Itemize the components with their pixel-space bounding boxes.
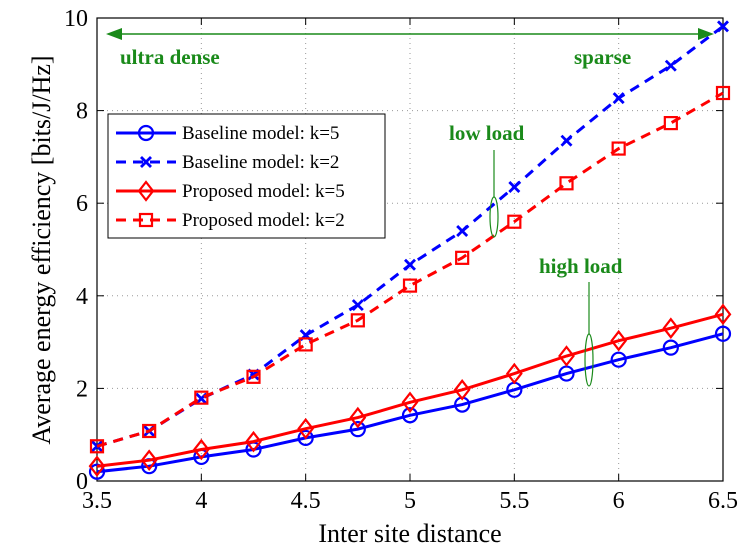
y-tick-label: 6 — [76, 191, 88, 217]
x-tick-label: 5 — [404, 488, 416, 514]
legend-box — [107, 113, 386, 239]
data-point — [715, 85, 731, 101]
y-tick-label: 2 — [76, 376, 88, 402]
data-point — [297, 429, 314, 447]
data-point — [88, 455, 106, 477]
range-arrow-right-head — [698, 28, 714, 40]
data-point — [194, 390, 209, 405]
legend: Baseline model: k=5 Baseline model: k=2 Pr… — [107, 113, 386, 239]
data-point — [610, 351, 627, 368]
data-point — [558, 345, 575, 367]
series-4 — [89, 85, 731, 454]
annotation-high-load: high load — [539, 254, 623, 278]
y-tick-label: 0 — [76, 469, 88, 495]
data-point — [505, 362, 523, 385]
series-3 — [88, 303, 732, 477]
annotation-sparse: sparse — [574, 45, 631, 69]
annotation-low-load: low load — [449, 121, 525, 145]
data-point — [298, 337, 313, 352]
series-layer — [88, 20, 732, 480]
data-point — [717, 20, 729, 33]
x-tick-label: 6.5 — [708, 488, 738, 514]
y-tick-label: 8 — [76, 99, 88, 125]
series-line — [96, 91, 724, 448]
data-point — [402, 278, 418, 293]
data-point — [349, 421, 366, 438]
data-point — [662, 317, 680, 340]
data-point — [612, 92, 625, 105]
x-axis-title: Inter site distance — [318, 519, 501, 548]
legend-label: Baseline model: k=2 — [182, 152, 339, 173]
legend-item: Baseline model: k=2 — [116, 152, 339, 173]
y-axis-title: Average energy efficiency [bits/J/Hz] — [27, 55, 56, 444]
x-tick-label: 3.5 — [82, 488, 112, 514]
data-point — [453, 378, 471, 401]
series-line — [96, 312, 724, 468]
data-point — [401, 407, 419, 424]
data-point — [507, 214, 522, 229]
range-arrow-left-head — [106, 28, 122, 40]
legend-swatch-marker — [140, 156, 152, 168]
x-tick-label: 5.5 — [499, 488, 529, 514]
annotation-high-load-marker — [584, 282, 594, 387]
data-point — [455, 250, 470, 265]
data-point — [297, 417, 315, 440]
annotation-range-arrow — [106, 28, 714, 40]
high-load-ellipse — [584, 333, 594, 387]
legend-label: Proposed model: k=2 — [182, 210, 345, 231]
data-point — [664, 59, 677, 72]
legend-swatch-marker — [137, 124, 155, 142]
low-load-ellipse — [489, 196, 499, 238]
data-point — [714, 325, 732, 342]
data-point — [89, 439, 105, 454]
data-point — [610, 329, 628, 352]
data-point — [246, 369, 261, 384]
data-point — [140, 449, 158, 471]
data-point — [245, 430, 262, 453]
data-point — [611, 141, 626, 156]
y-tick-label: 10 — [64, 6, 88, 32]
legend-swatch-marker — [138, 212, 154, 228]
x-tick-label: 4.5 — [291, 488, 321, 514]
data-point — [404, 258, 416, 271]
legend-item: Proposed model: k=2 — [116, 210, 345, 231]
y-tick-label: 4 — [76, 284, 88, 310]
data-point — [714, 303, 732, 326]
legend-swatch-marker — [137, 180, 155, 202]
x-tick-label: 6 — [613, 488, 625, 514]
data-point — [456, 224, 469, 237]
data-point — [349, 406, 367, 429]
data-point — [142, 423, 157, 439]
data-point — [559, 176, 574, 191]
data-point — [401, 391, 419, 414]
annotation-ultra-dense: ultra dense — [120, 45, 220, 69]
data-point — [662, 339, 679, 356]
data-point — [350, 313, 365, 328]
legend-label: Proposed model: k=5 — [182, 181, 345, 202]
axis-ticks: 3.5 4 4.5 5 5.5 6 6.5 0 2 4 6 8 10 — [64, 6, 738, 514]
legend-item: Proposed model: k=5 — [116, 180, 345, 202]
annotation-low-load-marker — [489, 150, 499, 238]
data-point — [663, 116, 678, 131]
legend-label: Baseline model: k=5 — [182, 123, 339, 144]
data-point — [508, 181, 521, 193]
x-tick-label: 4 — [195, 488, 207, 514]
legend-item: Baseline model: k=5 — [116, 123, 339, 144]
data-point — [192, 438, 210, 461]
data-point — [560, 134, 573, 147]
data-point — [351, 299, 364, 312]
